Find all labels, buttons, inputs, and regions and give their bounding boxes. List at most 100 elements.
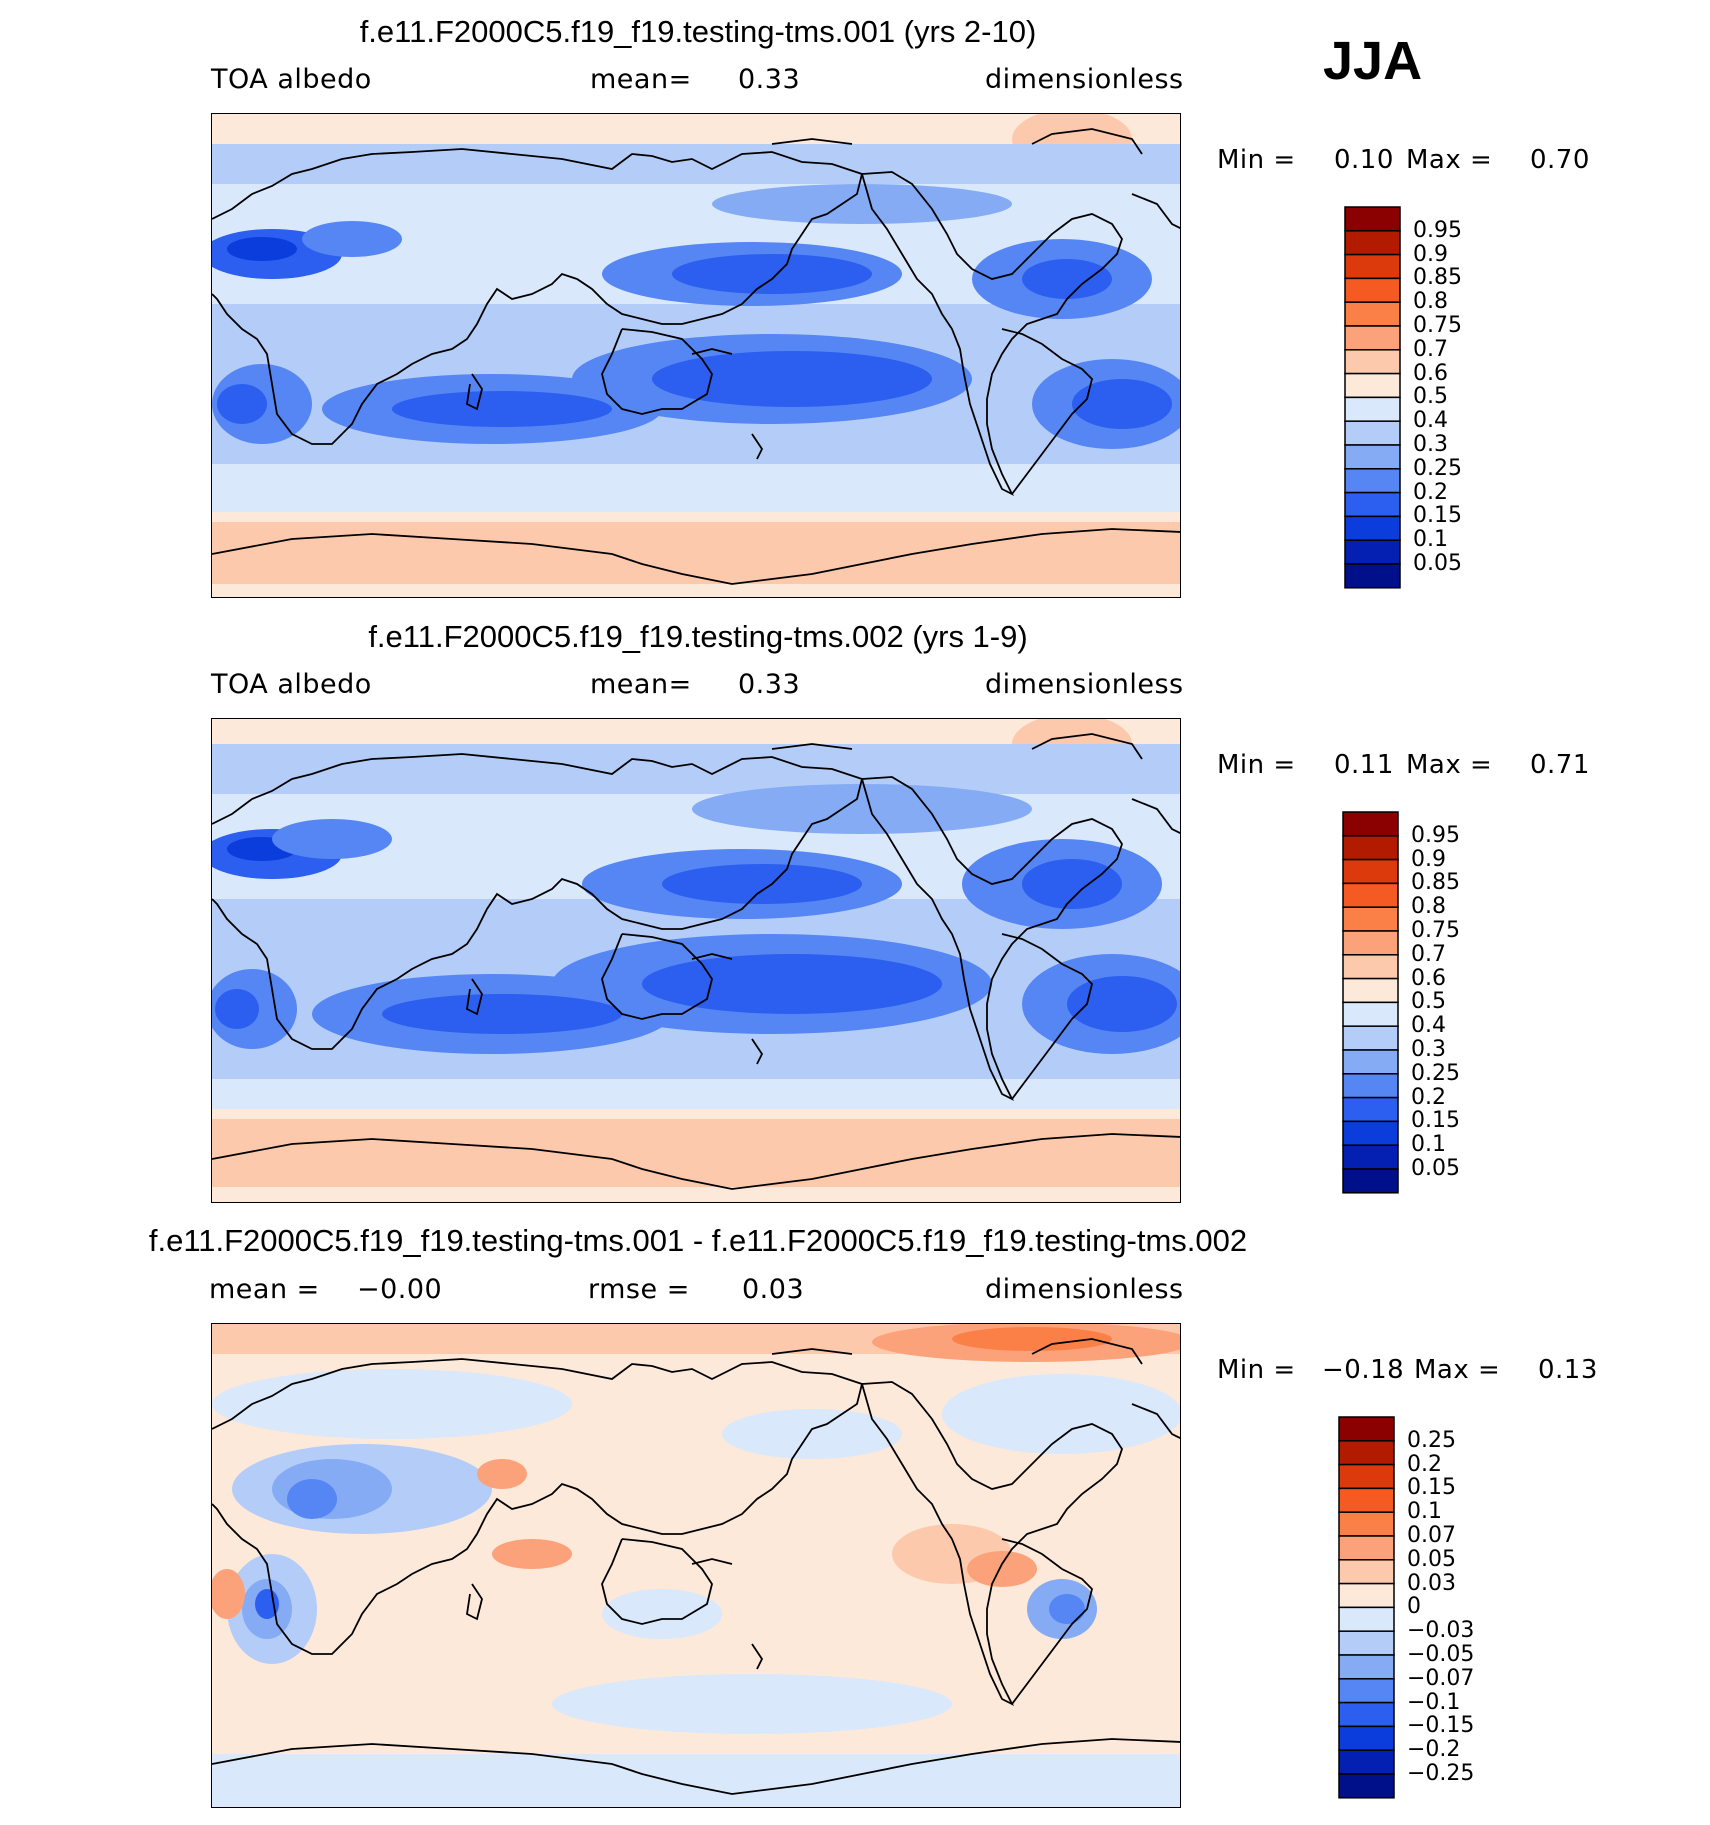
panel-3-title: f.e11.F2000C5.f19_f19.testing-tms.001 - …	[148, 1223, 1248, 1258]
colorbar-tick-label: 0.15	[1413, 503, 1462, 529]
colorbar-tick-label: 0.4	[1413, 408, 1448, 434]
colorbar-segment	[1338, 1511, 1395, 1537]
colorbar-segment	[1338, 1725, 1395, 1751]
colorbar-segment	[1344, 325, 1401, 351]
colorbar-segment	[1342, 906, 1399, 932]
colorbar-segment	[1344, 372, 1401, 399]
colorbar-segment	[1342, 1096, 1399, 1123]
colorbar-segment	[1342, 977, 1399, 1004]
colorbar-segment	[1344, 301, 1401, 327]
colorbar-tick-label: 0	[1407, 1594, 1421, 1620]
panel-2-title: f.e11.F2000C5.f19_f19.testing-tms.002 (y…	[368, 619, 1028, 654]
panel-1-mean-value: 0.33	[738, 64, 801, 95]
colorbar-tick-label: 0.2	[1407, 1451, 1442, 1477]
season-label: JJA	[1323, 31, 1423, 91]
colorbar-segment	[1344, 491, 1401, 518]
colorbar-segment	[1344, 230, 1401, 256]
panel-3-rmse-label: rmse =	[588, 1274, 690, 1305]
colorbar-segment	[1342, 858, 1399, 885]
colorbar-segment	[1344, 277, 1401, 303]
colorbar-svg	[1338, 1416, 1395, 1799]
colorbar-segment	[1342, 811, 1399, 837]
panel-3-map	[211, 1323, 1181, 1808]
colorbar-tick-label: 0.1	[1413, 527, 1448, 553]
panel-3-map-plot	[212, 1324, 1180, 1807]
colorbar-segment	[1342, 930, 1399, 956]
colorbar-tick-label: 0.1	[1411, 1132, 1446, 1158]
colorbar-tick-label: 0.1	[1407, 1499, 1442, 1525]
colorbar-tick-label: 0.9	[1413, 241, 1448, 267]
colorbar-tick-label: 0.5	[1411, 989, 1446, 1015]
colorbar-segment	[1338, 1463, 1395, 1490]
colorbar-segment	[1342, 1025, 1399, 1051]
colorbar-segment	[1342, 882, 1399, 908]
colorbar-svg	[1344, 206, 1401, 589]
panel-2-units: dimensionless	[985, 669, 1184, 700]
panel-3-max-label: Max =	[1414, 1355, 1501, 1385]
colorbar-tick-label: −0.2	[1407, 1737, 1461, 1763]
panel-1-variable-label: TOA albedo	[211, 64, 372, 95]
panel-1-colorbar: 0.95 0.9 0.85 0.8 0.75 0.7 0.6 0.5 0.4 0.3 0.25 0.2…	[1344, 206, 1544, 591]
colorbar-segment	[1344, 396, 1401, 422]
panel-2-mean-label: mean=	[590, 669, 692, 700]
panel-3-colorbar: 0.25 0.2 0.15 0.1 0.07 0.05 0.03 0 −0.03 −0.05 −0.…	[1338, 1416, 1538, 1801]
colorbar-segment	[1344, 539, 1401, 565]
colorbar-segment	[1344, 253, 1401, 280]
colorbar-segment	[1342, 1168, 1399, 1194]
colorbar-segment	[1344, 515, 1401, 541]
colorbar-tick-label: 0.5	[1413, 384, 1448, 410]
colorbar-tick-label: 0.03	[1407, 1570, 1456, 1596]
colorbar-segment	[1338, 1701, 1395, 1728]
colorbar-segment	[1338, 1606, 1395, 1632]
colorbar-tick-label: 0.4	[1411, 1013, 1446, 1039]
colorbar-segment	[1344, 563, 1401, 589]
panel-1-map-plot	[212, 114, 1180, 597]
colorbar-tick-label: −0.05	[1407, 1642, 1475, 1667]
panel-2-variable-label: TOA albedo	[211, 669, 372, 700]
panel-1-units: dimensionless	[985, 64, 1184, 95]
colorbar-tick-label: 0.95	[1411, 822, 1460, 848]
panel-3-max-value: 0.13	[1538, 1355, 1598, 1385]
panel-2-max-value: 0.71	[1530, 750, 1590, 780]
colorbar-tick-label: 0.85	[1411, 870, 1460, 896]
panel-1-min-label: Min =	[1217, 145, 1296, 175]
colorbar-tick-label: 0.75	[1411, 918, 1460, 943]
colorbar-tick-label: −0.15	[1407, 1713, 1475, 1739]
colorbar-tick-label: 0.7	[1411, 941, 1446, 967]
colorbar-svg	[1342, 811, 1399, 1194]
panel-2-mean-value: 0.33	[738, 669, 801, 700]
colorbar-tick-label: 0.05	[1413, 551, 1462, 576]
colorbar-tick-label: 0.2	[1411, 1084, 1446, 1110]
colorbar-tick-label: 0.8	[1411, 894, 1446, 920]
colorbar-segment	[1338, 1678, 1395, 1704]
panel-3-min-value: −0.18	[1322, 1355, 1405, 1385]
panel-3-units: dimensionless	[985, 1274, 1184, 1305]
colorbar-tick-label: −0.25	[1407, 1761, 1475, 1786]
panel-2-map	[211, 718, 1181, 1203]
colorbar-tick-label: 0.15	[1407, 1475, 1456, 1501]
panel-1-map	[211, 113, 1181, 598]
colorbar-tick-label: 0.7	[1413, 336, 1448, 362]
colorbar-tick-label: 0.6	[1411, 965, 1446, 991]
panel-2-min-value: 0.11	[1334, 750, 1394, 780]
colorbar-segment	[1338, 1630, 1395, 1656]
panel-3-mean-value: −0.00	[357, 1274, 443, 1305]
colorbar-tick-label: 0.75	[1413, 313, 1462, 338]
colorbar-segment	[1338, 1654, 1395, 1680]
colorbar-segment	[1344, 468, 1401, 494]
colorbar-tick-label: 0.8	[1413, 289, 1448, 315]
colorbar-tick-label: 0.85	[1413, 265, 1462, 291]
colorbar-segment	[1342, 1120, 1399, 1146]
panel-1-title: f.e11.F2000C5.f19_f19.testing-tms.001 (y…	[359, 14, 1037, 49]
panel-2-max-label: Max =	[1406, 750, 1493, 780]
colorbar-tick-label: 0.25	[1413, 455, 1462, 481]
colorbar-tick-label: −0.1	[1407, 1689, 1461, 1715]
panel-1-min-value: 0.10	[1334, 145, 1394, 175]
colorbar-segment	[1338, 1582, 1395, 1609]
colorbar-segment	[1338, 1535, 1395, 1561]
colorbar-tick-label: −0.03	[1407, 1618, 1475, 1644]
colorbar-tick-label: 0.07	[1407, 1523, 1456, 1548]
colorbar-tick-label: 0.05	[1411, 1156, 1460, 1181]
colorbar-segment	[1342, 1073, 1399, 1099]
colorbar-segment	[1344, 444, 1401, 470]
